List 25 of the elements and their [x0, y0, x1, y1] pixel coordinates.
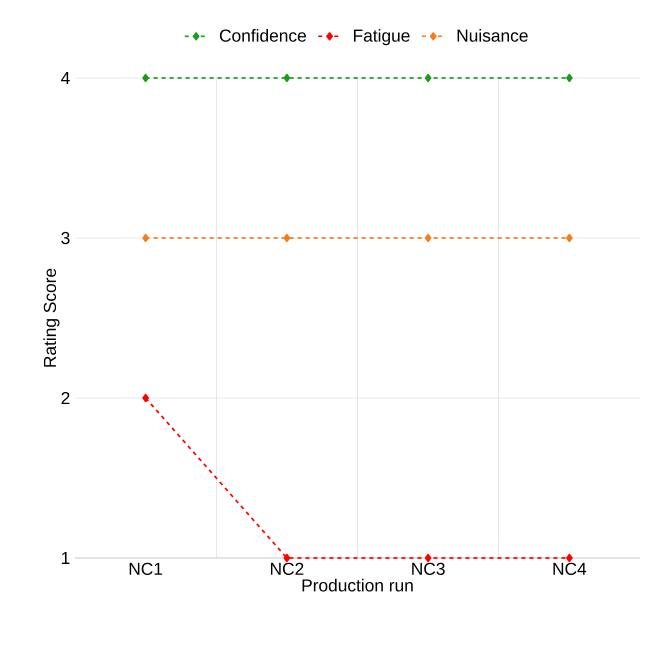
point	[566, 234, 573, 242]
y-tick-label: 2	[62, 392, 70, 404]
legend-label: Fatigue	[354, 29, 410, 46]
point	[424, 74, 432, 82]
x-tick-label: NC4	[553, 562, 586, 575]
x-tick-label: NC3	[412, 562, 445, 575]
y-tick-label: 1	[62, 552, 70, 564]
point	[566, 74, 573, 82]
point	[142, 74, 149, 82]
y-axis-title: Rating Score	[43, 268, 60, 367]
legend-label: Nuisance	[458, 29, 528, 42]
point	[142, 394, 149, 402]
y-tick-label: 3	[61, 232, 70, 244]
point	[566, 554, 573, 562]
point	[284, 554, 290, 562]
x-tick-label: NC2	[270, 562, 304, 575]
point	[284, 74, 290, 82]
point	[142, 234, 149, 242]
legend-label: Confidence	[220, 29, 306, 42]
x-axis-title: Production run	[302, 578, 413, 592]
x-tick-label: NC1	[130, 562, 162, 575]
point	[284, 234, 290, 242]
y-tick-label: 4	[61, 72, 70, 84]
point	[424, 234, 432, 242]
point	[424, 554, 432, 562]
